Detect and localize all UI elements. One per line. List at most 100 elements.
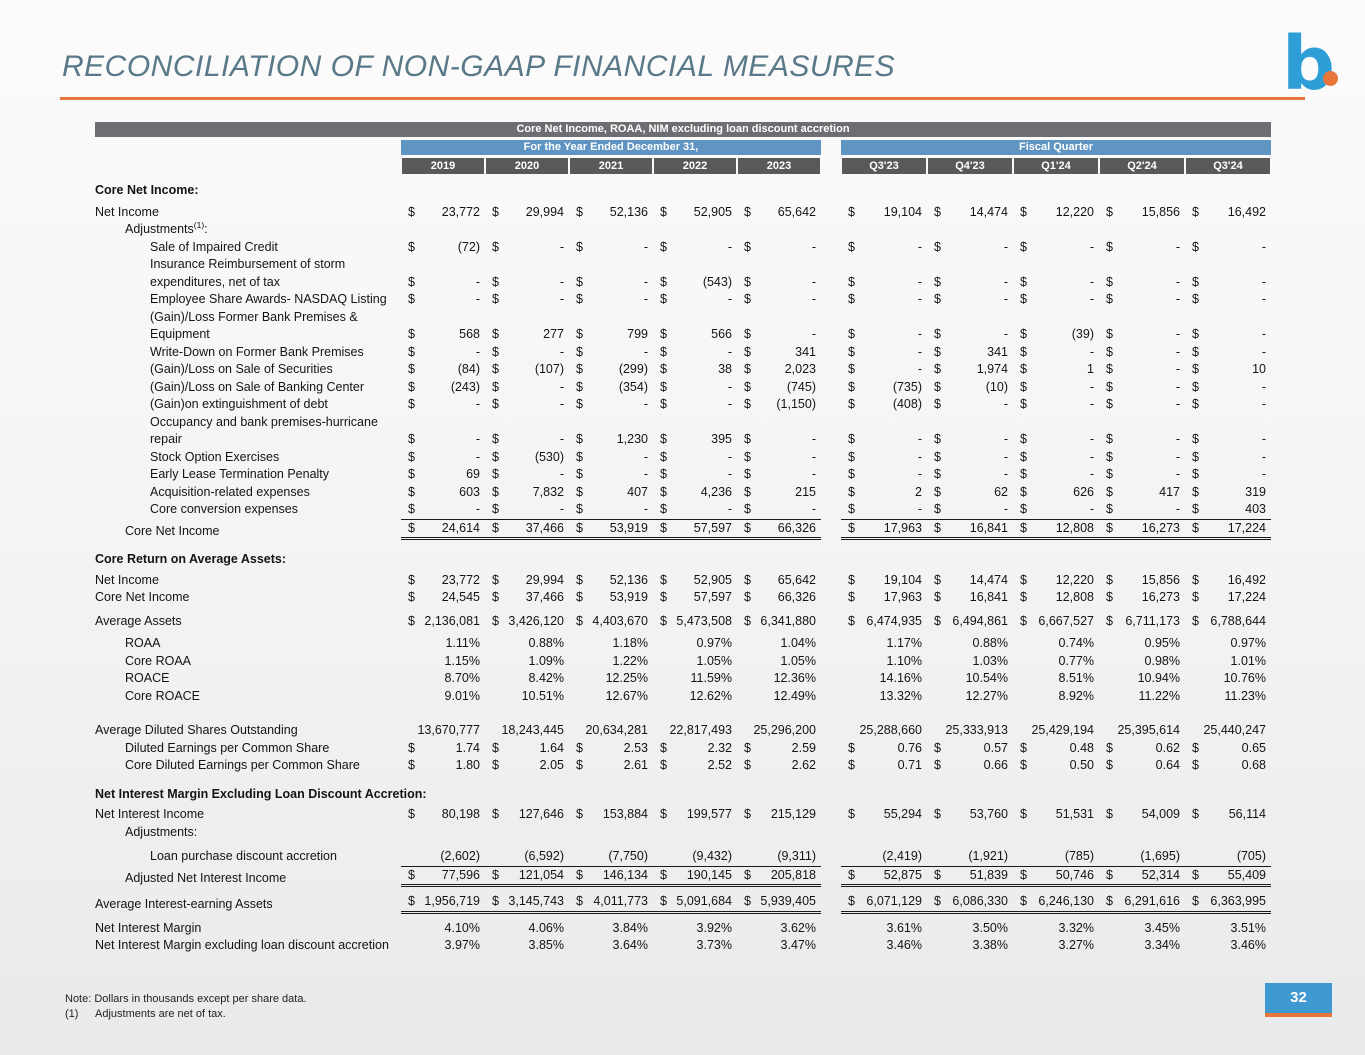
value-cell: 12.49% xyxy=(737,688,821,706)
table-row: Net Interest Margin 4.10% 4.06% 3.84% 3.92% 3… xyxy=(95,920,1271,938)
value-cell: $2.59 xyxy=(737,740,821,758)
value-cell: $15,856 xyxy=(1099,204,1185,222)
table-row: Acquisition-related expenses $603 $7,832 $4… xyxy=(95,484,1271,502)
cell-value: (2,602) xyxy=(440,849,480,863)
cell-value: 51,531 xyxy=(1055,807,1094,821)
value-group: $23,772 $29,994 $52,136 $52,905 $65,642 xyxy=(401,572,821,590)
value-group: $ - $ - $ - $ - $341 xyxy=(401,344,821,362)
cell-value: - xyxy=(475,432,480,446)
cell-value: 1,974 xyxy=(976,362,1008,376)
cell-value: 12.25% xyxy=(605,671,648,685)
dollar-sign: $ xyxy=(408,449,415,464)
cell-value: 121,054 xyxy=(518,867,564,882)
cell-value: 52,136 xyxy=(609,572,648,587)
cell-value: 341 xyxy=(795,344,816,359)
cell-value: 1.05% xyxy=(780,653,816,668)
row-label: Sale of Impaired Credit xyxy=(150,239,278,254)
table-row: Net Interest Margin excluding loan disco… xyxy=(95,937,1271,955)
dollar-sign: $ xyxy=(1106,894,1113,908)
cell-value: (6,592) xyxy=(524,849,564,863)
cell-value: 1.09% xyxy=(528,653,564,668)
cell-value: - xyxy=(811,449,816,464)
dollar-sign: $ xyxy=(934,327,941,341)
dollar-sign: $ xyxy=(660,807,667,821)
value-cell: $ - xyxy=(841,501,927,519)
cell-value: 25,395,614 xyxy=(1117,723,1180,737)
value-cell: $0.50 xyxy=(1013,757,1099,775)
cell-value: - xyxy=(1089,397,1094,411)
cell-value: 19,104 xyxy=(883,204,922,219)
value-cell: (2,419) xyxy=(841,848,927,866)
value-cell: $65,642 xyxy=(737,572,821,590)
dollar-sign: $ xyxy=(848,292,855,306)
value-cell: 18,243,445 xyxy=(485,722,569,740)
cell-value: 0.64 xyxy=(1155,758,1180,772)
value-cell: $ - xyxy=(737,466,821,484)
cell-value: 1.01% xyxy=(1230,653,1266,668)
value-cell: 3.85% xyxy=(485,937,569,955)
cell-value: 23,772 xyxy=(441,204,480,219)
dollar-sign: $ xyxy=(1020,484,1027,499)
dollar-sign: $ xyxy=(934,397,941,411)
value-cell: $ - xyxy=(485,344,569,362)
dollar-sign: $ xyxy=(660,502,667,516)
value-cell: $12,220 xyxy=(1013,204,1099,222)
footnotes: Note: Dollars in thousands except per sh… xyxy=(65,992,307,1022)
value-cell: $ (299) xyxy=(569,361,653,379)
value-group: 1.10% 1.03% 0.77% 0.98% 1.01% xyxy=(841,653,1271,671)
cell-value: - xyxy=(811,467,816,481)
value-cell: $16,841 xyxy=(927,520,1013,538)
value-cell: 1.10% xyxy=(841,653,927,671)
dollar-sign: $ xyxy=(576,449,583,464)
row-label: Net Interest Margin Excluding Loan Disco… xyxy=(95,786,427,801)
cell-value: 22,817,493 xyxy=(669,723,732,737)
column-header: 2019 xyxy=(402,158,484,174)
value-cell: $417 xyxy=(1099,484,1185,502)
value-group: $ - $ - $ - $ - $ - xyxy=(841,239,1271,257)
cell-value: 1,956,719 xyxy=(424,894,480,908)
dollar-sign: $ xyxy=(744,397,751,411)
footnote-dollars: Note: Dollars in thousands except per sh… xyxy=(65,993,307,1005)
value-cell: 1.03% xyxy=(927,653,1013,671)
cell-value: 12.27% xyxy=(965,688,1008,703)
value-cell: $ - xyxy=(485,239,569,257)
value-cell: $ - xyxy=(737,501,821,519)
value-cell: $ - xyxy=(401,396,485,414)
dollar-sign: $ xyxy=(408,239,415,254)
dollar-sign: $ xyxy=(1020,292,1027,306)
quarter-columns: Q3'23 Q4'23 Q1'24 Q2'24 Q3'24 xyxy=(841,158,1271,174)
value-cell: $ (39) xyxy=(1013,326,1099,344)
row-label: Employee Share Awards- NASDAQ Listing xyxy=(150,292,387,306)
value-group: $1,956,719 $3,145,743 $4,011,773 $5,091,684… xyxy=(401,893,821,914)
value-cell: $ - xyxy=(1099,431,1185,449)
dollar-sign: $ xyxy=(1106,572,1113,587)
cell-value: 9.01% xyxy=(444,688,480,703)
dollar-sign: $ xyxy=(934,894,941,908)
value-cell: $ - xyxy=(1013,344,1099,362)
value-cell: $ - xyxy=(401,431,485,449)
cell-value: 51,839 xyxy=(969,867,1008,882)
table-row: (Gain)/Loss on Sale of Banking Center $ (2… xyxy=(95,379,1271,397)
cell-value: 16,492 xyxy=(1227,204,1266,219)
value-cell: $319 xyxy=(1185,484,1271,502)
value-cell: (9,311) xyxy=(737,848,821,866)
dollar-sign: $ xyxy=(492,379,499,394)
dollar-sign: $ xyxy=(1192,449,1199,464)
column-header: 2023 xyxy=(738,158,820,174)
cell-value: (243) xyxy=(450,379,480,394)
table-row: Net Income $23,772 $29,994 $52,136 $52,905 $6… xyxy=(95,204,1271,222)
value-cell: $ - xyxy=(569,449,653,467)
cell-value: 127,646 xyxy=(518,807,564,821)
value-cell: 3.84% xyxy=(569,920,653,938)
cell-value: 16,841 xyxy=(969,520,1008,535)
cell-value: 199,577 xyxy=(686,807,732,821)
cell-value: 3.38% xyxy=(972,938,1008,952)
value-cell: $2.62 xyxy=(737,757,821,775)
cell-value: 2.61 xyxy=(623,758,648,772)
cell-value: 3.51% xyxy=(1230,920,1266,935)
cell-value: - xyxy=(643,274,648,289)
title-underline xyxy=(60,97,1305,100)
cell-value: - xyxy=(559,292,564,306)
dollar-sign: $ xyxy=(1106,432,1113,446)
cell-value: 17,963 xyxy=(883,590,922,604)
